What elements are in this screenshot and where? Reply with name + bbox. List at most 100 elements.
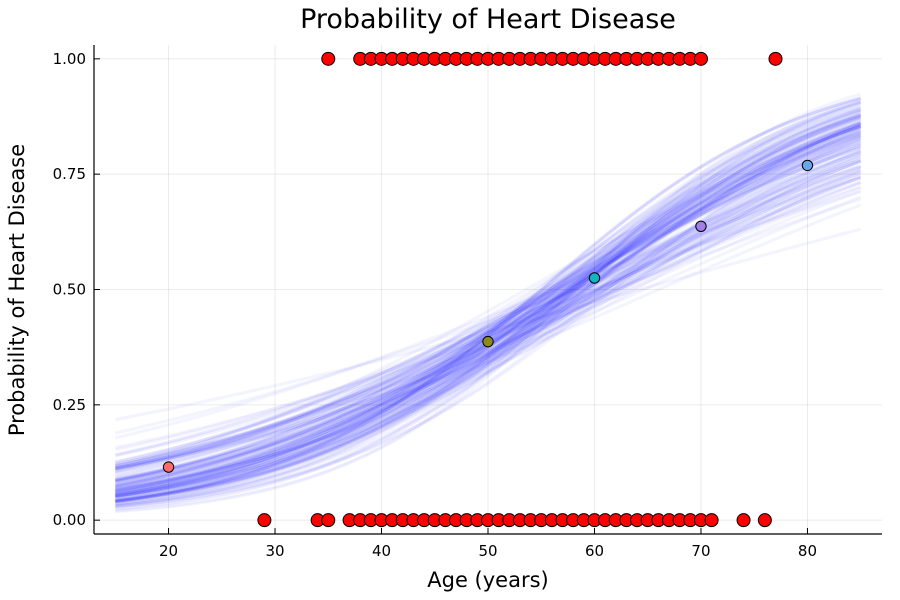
posterior-curve bbox=[114, 136, 862, 482]
posterior-curve bbox=[115, 99, 862, 506]
posterior-curve bbox=[115, 152, 862, 487]
posterior-curve bbox=[115, 136, 862, 498]
observation-point-0 bbox=[704, 513, 719, 528]
posterior-curves bbox=[114, 92, 862, 514]
posterior-curve bbox=[115, 203, 862, 471]
posterior-curve bbox=[114, 145, 862, 473]
observation-point-1 bbox=[321, 51, 336, 66]
posterior-curve bbox=[115, 155, 862, 496]
posterior-curve bbox=[115, 110, 862, 509]
posterior-curve bbox=[115, 122, 862, 489]
x-tick-label: 30 bbox=[265, 542, 284, 560]
posterior-curve bbox=[115, 99, 862, 513]
posterior-curve bbox=[115, 124, 862, 501]
posterior-curve bbox=[115, 168, 862, 480]
posterior-curve bbox=[115, 154, 862, 494]
posterior-curve bbox=[115, 129, 862, 496]
posterior-curve bbox=[115, 127, 862, 508]
posterior-curve bbox=[115, 134, 862, 503]
posterior-curve bbox=[114, 132, 862, 483]
posterior-curve bbox=[115, 130, 862, 495]
posterior-curve bbox=[114, 132, 862, 482]
x-tick-label: 70 bbox=[691, 542, 710, 560]
observation-point-1 bbox=[768, 51, 783, 66]
posterior-curve bbox=[115, 124, 862, 496]
x-axis-label: Age (years) bbox=[427, 568, 548, 592]
observation-point-0 bbox=[257, 513, 272, 528]
posterior-curve bbox=[115, 112, 862, 505]
observations bbox=[257, 51, 783, 528]
posterior-curve bbox=[114, 133, 862, 478]
posterior-curve bbox=[114, 151, 862, 465]
posterior-curve bbox=[115, 149, 862, 487]
posterior-curve bbox=[115, 126, 862, 500]
posterior-curve bbox=[115, 170, 862, 490]
posterior-curve bbox=[114, 158, 862, 464]
posterior-curve bbox=[115, 143, 862, 499]
posterior-curve bbox=[114, 181, 862, 471]
prediction-point bbox=[801, 159, 814, 172]
prediction-point bbox=[482, 335, 494, 348]
posterior-curve bbox=[114, 176, 862, 440]
posterior-curve bbox=[114, 181, 862, 472]
posterior-curve bbox=[114, 171, 862, 457]
posterior-curve bbox=[115, 123, 862, 503]
posterior-curve bbox=[115, 96, 862, 504]
posterior-curve bbox=[115, 100, 862, 508]
observation-point-1 bbox=[693, 51, 708, 66]
posterior-curve bbox=[115, 119, 862, 504]
posterior-curve bbox=[115, 101, 862, 511]
posterior-curve bbox=[115, 117, 862, 492]
posterior-curve bbox=[115, 106, 862, 497]
posterior-curve bbox=[115, 173, 862, 484]
posterior-curve bbox=[115, 113, 862, 504]
x-tick-label: 50 bbox=[478, 542, 497, 560]
posterior-curve bbox=[115, 115, 862, 502]
posterior-curve bbox=[115, 123, 862, 503]
posterior-curve bbox=[114, 157, 862, 470]
posterior-curve bbox=[115, 113, 862, 504]
prediction-point bbox=[588, 272, 601, 284]
posterior-curve bbox=[115, 121, 862, 499]
y-tick-label: 1.00 bbox=[53, 50, 86, 68]
posterior-curve bbox=[115, 124, 862, 496]
observation-point-0 bbox=[321, 513, 336, 528]
posterior-curve bbox=[114, 146, 862, 467]
posterior-curve bbox=[114, 143, 862, 472]
axes: 20 30 40 50 60 70 80 0.00 0.25 0.50 0.75 1.00 bbox=[53, 45, 882, 560]
grid bbox=[94, 45, 882, 534]
x-tick-label: 80 bbox=[798, 542, 817, 560]
posterior-curve bbox=[115, 167, 862, 483]
posterior-curve bbox=[115, 152, 862, 492]
posterior-curve bbox=[115, 159, 862, 481]
y-tick-label: 0.00 bbox=[53, 511, 86, 529]
posterior-curve bbox=[115, 113, 862, 495]
posterior-curve bbox=[114, 164, 862, 464]
posterior-curve bbox=[114, 190, 862, 435]
x-tick-label: 60 bbox=[585, 542, 604, 560]
posterior-curve bbox=[115, 115, 862, 503]
posterior-curve bbox=[115, 149, 862, 492]
prediction-point bbox=[162, 461, 175, 473]
posterior-curve bbox=[114, 185, 862, 466]
posterior-curve bbox=[115, 96, 862, 503]
posterior-curve bbox=[115, 121, 862, 489]
posterior-curve bbox=[115, 159, 862, 484]
posterior-curve bbox=[114, 185, 862, 452]
posterior-curve bbox=[114, 125, 862, 478]
posterior-curve bbox=[114, 125, 862, 483]
x-tick-label: 40 bbox=[372, 542, 391, 560]
posterior-curve bbox=[115, 121, 862, 509]
posterior-curve bbox=[115, 140, 862, 498]
posterior-curve bbox=[115, 227, 862, 422]
observation-point-0 bbox=[736, 513, 751, 528]
posterior-curve bbox=[114, 145, 862, 471]
posterior-curve bbox=[115, 107, 862, 508]
posterior-curve bbox=[115, 121, 862, 500]
posterior-curve bbox=[115, 124, 862, 503]
posterior-curve bbox=[115, 109, 862, 502]
posterior-curve bbox=[115, 121, 862, 507]
posterior-curve bbox=[115, 152, 862, 490]
posterior-curve bbox=[115, 96, 862, 504]
